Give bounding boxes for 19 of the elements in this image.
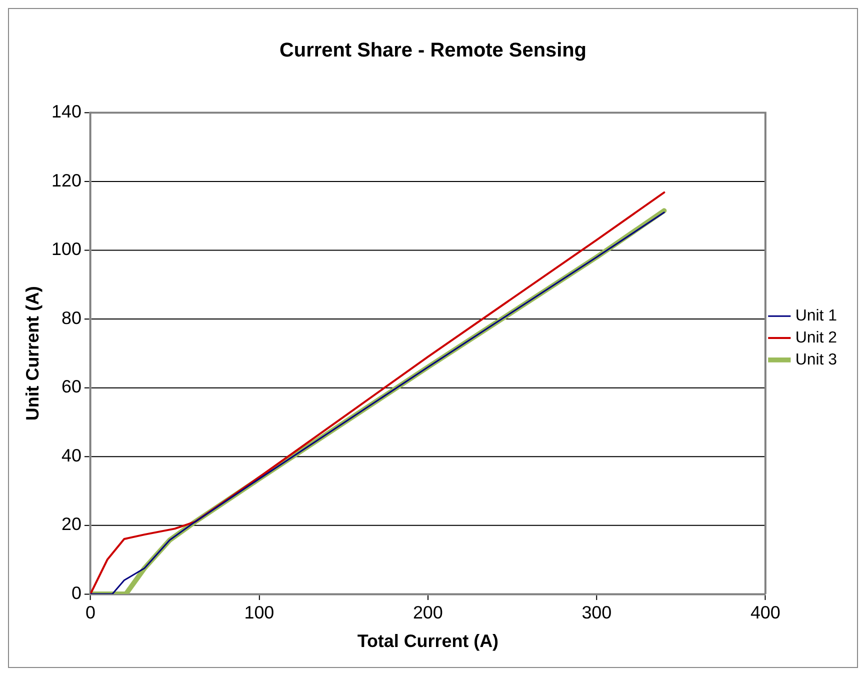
x-tick-label: 400 bbox=[750, 602, 780, 623]
chart-title: Current Share - Remote Sensing bbox=[280, 39, 586, 62]
y-tick-label: 120 bbox=[52, 170, 82, 190]
x-tick-label: 200 bbox=[412, 602, 443, 623]
x-tick-label: 0 bbox=[85, 602, 96, 623]
y-tick-label: 0 bbox=[71, 582, 82, 603]
legend-label: Unit 3 bbox=[795, 351, 838, 368]
y-tick-label: 40 bbox=[62, 445, 82, 466]
y-tick-label: 100 bbox=[52, 239, 82, 260]
legend-label: Unit 2 bbox=[795, 329, 838, 346]
y-tick-label: 80 bbox=[62, 308, 82, 328]
x-tick-label: 100 bbox=[244, 602, 274, 623]
x-tick-label: 300 bbox=[582, 602, 612, 623]
y-tick-label: 60 bbox=[62, 376, 82, 397]
y-tick-label: 140 bbox=[52, 102, 82, 122]
y-tick-label: 20 bbox=[62, 514, 82, 534]
legend-label: Unit 1 bbox=[795, 307, 838, 324]
x-axis-title: Total Current (A) bbox=[357, 631, 499, 652]
y-axis-title: Unit Current (A) bbox=[22, 286, 43, 421]
